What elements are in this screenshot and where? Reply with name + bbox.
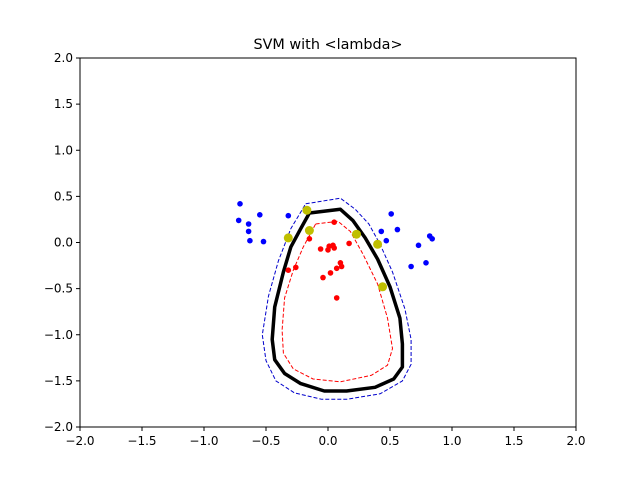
data-point	[257, 212, 263, 218]
data-point	[285, 267, 292, 274]
data-point	[346, 240, 352, 247]
data-point	[394, 226, 401, 233]
data-point	[317, 246, 324, 252]
data-point	[320, 274, 326, 281]
y-tick-label: 0.5	[54, 189, 73, 203]
data-point	[333, 295, 340, 301]
axes: −2.0 −1.5 −1.0 −0.5 0.0 0.5 1.0 1.5 2.0 −2.0 −1.5 −…	[44, 51, 586, 448]
data-point	[327, 270, 334, 276]
plot-content	[235, 197, 436, 400]
x-tick-label: 1.0	[442, 434, 461, 448]
support-vector-point	[373, 239, 383, 249]
data-point	[415, 242, 422, 249]
data-point	[378, 228, 385, 235]
data-point	[306, 236, 313, 242]
data-point	[237, 201, 243, 207]
data-point	[408, 263, 414, 270]
margin-line-5	[281, 220, 393, 383]
support-vector-point	[352, 229, 361, 239]
y-tick-label: 1.5	[54, 97, 73, 111]
x-tick-label: 0.0	[318, 434, 337, 448]
data-point	[388, 211, 395, 217]
y-tick-label: −2.0	[44, 420, 73, 434]
chart-title: SVM with <lambda>	[253, 37, 402, 53]
data-point	[245, 221, 252, 227]
y-tick-label: 1.0	[54, 143, 73, 157]
data-point	[331, 219, 338, 225]
x-tick-label: −1.5	[127, 434, 156, 448]
x-tick-label: 1.5	[504, 434, 523, 448]
margin-line-4	[261, 197, 412, 400]
data-point	[235, 217, 242, 224]
data-point	[293, 264, 299, 271]
x-tick-label: 0.5	[380, 434, 399, 448]
data-point	[331, 245, 338, 251]
data-point	[338, 263, 345, 270]
support-vector-point	[283, 233, 293, 243]
x-tick-label: −2.0	[65, 434, 94, 448]
support-vector-point	[378, 282, 388, 292]
data-point	[429, 236, 436, 242]
data-point	[247, 237, 253, 244]
y-tick-label: −0.5	[44, 282, 73, 296]
decision-boundary-line	[270, 207, 405, 393]
y-tick-label: 0.0	[54, 236, 73, 250]
data-point	[285, 212, 292, 219]
x-tick-label: 2.0	[566, 434, 585, 448]
data-point	[245, 228, 252, 235]
data-point	[383, 237, 390, 244]
y-tick-label: −1.5	[44, 374, 73, 388]
axes-frame	[79, 57, 577, 428]
x-tick-label: −0.5	[251, 434, 280, 448]
data-point	[333, 265, 340, 272]
y-tick-label: −1.0	[44, 328, 73, 342]
plot-area	[235, 197, 436, 400]
x-tick-label: −1.0	[189, 434, 218, 448]
support-vector-point	[304, 226, 314, 235]
y-tick-label: 2.0	[54, 51, 73, 65]
data-point	[423, 260, 429, 266]
data-point	[260, 238, 267, 245]
support-vector-point	[302, 205, 312, 215]
